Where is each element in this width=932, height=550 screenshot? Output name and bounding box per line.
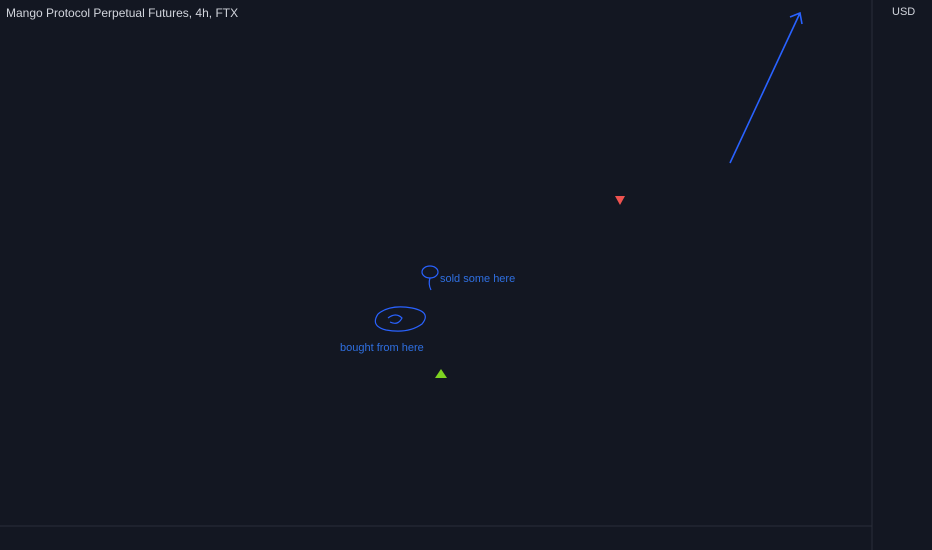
chart-title: Mango Protocol Perpetual Futures, 4h, FT…: [6, 6, 238, 20]
annotation: bought from here: [340, 342, 424, 354]
drawing-arrow: [729, 11, 803, 164]
currency: USD: [892, 6, 915, 18]
signal-down: [615, 196, 625, 205]
drawing-ellipse: [374, 306, 426, 332]
signal-up: [435, 369, 447, 378]
annotation: sold some here: [440, 273, 515, 285]
drawing-stroke: [428, 277, 432, 291]
